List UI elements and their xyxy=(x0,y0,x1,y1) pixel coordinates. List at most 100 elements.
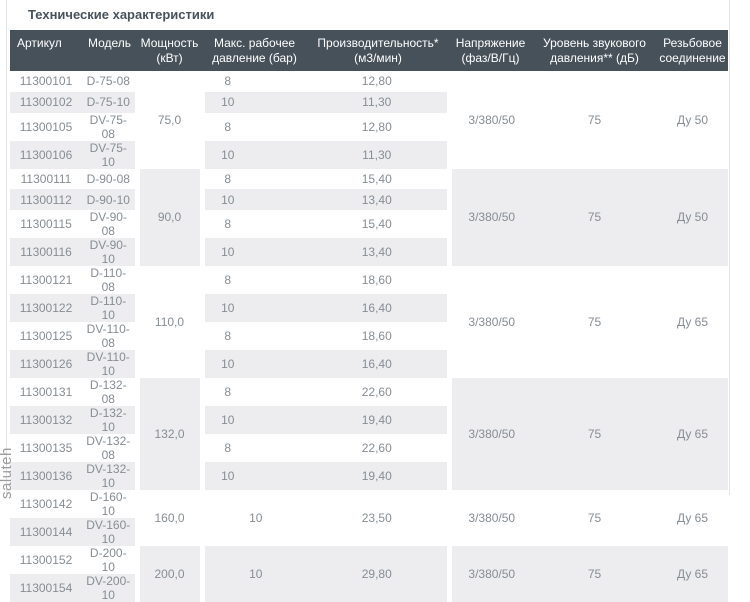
table-row: 11300105 DV-75-08 8 12,80 xyxy=(10,113,728,141)
cell-pressure: 10 xyxy=(202,294,307,323)
cell-article: 11300116 xyxy=(10,238,82,267)
cell-article: 11300136 xyxy=(10,462,82,491)
cell-capacity: 19,40 xyxy=(307,462,449,491)
cell-article: 11300125 xyxy=(19,329,73,344)
cell-article: 11300154 xyxy=(10,574,82,602)
cell-article: 11300142 xyxy=(19,497,73,512)
cell-article: 11300115 xyxy=(20,217,72,232)
cell-pressure: 10 xyxy=(202,238,307,267)
table-row: 11300116 DV-90-10 10 13,40 xyxy=(10,238,728,267)
cell-pressure: 8 xyxy=(224,217,232,232)
cell-capacity: 15,40 xyxy=(361,171,392,186)
cell-capacity: 23,50 xyxy=(361,511,392,526)
cell-sound-level: 75 xyxy=(532,546,657,602)
cell-capacity: 12,80 xyxy=(361,74,392,89)
cell-article: 11300102 xyxy=(10,91,82,113)
table-row: 11300136 DV-132-10 10 19,40 xyxy=(10,462,728,491)
cell-model: DV-110-08 xyxy=(86,322,130,351)
table-row: 11300135 DV-132-08 8 22,60 xyxy=(10,434,728,462)
cell-connection: Ду 50 xyxy=(657,168,728,267)
cell-model: D-90-10 xyxy=(82,189,137,211)
cell-pressure: 10 xyxy=(202,140,307,169)
cell-voltage: 3/380/50 xyxy=(446,546,532,602)
table-row: 11300132 D-132-10 10 19,40 xyxy=(10,406,728,435)
col-header-power: Мощность (кВт) xyxy=(137,30,202,71)
cell-capacity: 29,80 xyxy=(307,546,449,602)
cell-capacity: 16,40 xyxy=(307,350,449,379)
cell-capacity: 13,40 xyxy=(307,189,449,211)
cell-capacity: 22,60 xyxy=(361,385,392,400)
cell-article: 11300105 xyxy=(19,119,73,134)
cell-sound-level: 75 xyxy=(532,168,657,267)
cell-sound-level: 75 xyxy=(587,112,602,127)
cell-voltage: 3/380/50 xyxy=(446,168,532,267)
cell-article: 11300121 xyxy=(19,273,73,288)
col-header-capacity: Производительность* (м3/мин) xyxy=(307,30,449,71)
cell-power: 75,0 xyxy=(134,71,205,169)
cell-model: D-110-10 xyxy=(82,294,137,323)
cell-power: 132,0 xyxy=(134,378,205,491)
table-row: 11300115 DV-90-08 8 15,40 xyxy=(10,210,728,238)
cell-article: 11300106 xyxy=(10,140,82,169)
cell-pressure: 10 xyxy=(202,546,307,602)
cell-article: 11300152 xyxy=(19,553,73,568)
table-row: 11300126 DV-110-10 10 16,40 xyxy=(10,350,728,379)
cell-connection: Ду 65 xyxy=(676,315,709,330)
cell-article: 11300135 xyxy=(19,441,73,456)
cell-model: DV-160-10 xyxy=(82,518,137,547)
cell-model: D-160-10 xyxy=(89,490,127,519)
col-header-art: Артикул xyxy=(10,30,82,71)
cell-capacity: 16,40 xyxy=(307,294,449,323)
cell-capacity: 11,30 xyxy=(307,140,449,169)
col-header-model: Модель xyxy=(82,30,137,71)
spec-table: Артикул Модель Мощность (кВт) Макс. рабочее… xyxy=(10,30,728,602)
table-body: 11300101 D-75-08 75,0 8 12,80 3/380/50 75 Ду 50… xyxy=(10,71,728,602)
cell-connection: Ду 65 xyxy=(657,546,728,602)
cell-power: 110,0 xyxy=(134,266,205,379)
cell-capacity: 18,60 xyxy=(361,329,392,344)
cell-pressure: 8 xyxy=(224,171,232,186)
watermark: saluteh xyxy=(0,447,15,499)
col-header-voltage: Напряжение (фаз/В/Гц) xyxy=(449,30,532,71)
cell-model: D-200-10 xyxy=(89,546,127,575)
table-row: 11300106 DV-75-10 10 11,30 xyxy=(10,140,728,169)
cell-article: 11300131 xyxy=(19,385,73,400)
table-row: 11300101 D-75-08 75,0 8 12,80 3/380/50 75 Ду 50 xyxy=(10,71,728,169)
cell-model: D-90-08 xyxy=(86,171,130,186)
cell-power: 160,0 xyxy=(134,490,205,547)
cell-model: DV-132-08 xyxy=(86,434,131,463)
col-header-connection: Резьбовое соединение xyxy=(657,30,728,71)
cell-pressure: 10 xyxy=(202,91,307,113)
cell-pressure: 8 xyxy=(224,329,232,344)
cell-article: 11300111 xyxy=(20,171,72,186)
cell-sound-level: 75 xyxy=(587,511,602,526)
page-title: Технические характеристики xyxy=(28,7,215,22)
cell-connection: Ду 50 xyxy=(676,112,709,127)
cell-voltage: 3/380/50 xyxy=(446,266,532,379)
table-row: 11300131 D-132-08 132,0 8 22,60 3/380/50 75 Ду … xyxy=(10,378,728,491)
cell-article: 11300122 xyxy=(10,294,82,323)
cell-capacity: 12,80 xyxy=(361,119,392,134)
cell-voltage: 3/380/50 xyxy=(446,71,532,169)
cell-pressure: 8 xyxy=(224,273,232,288)
cell-article: 11300132 xyxy=(10,406,82,435)
cell-pressure: 8 xyxy=(224,119,232,134)
cell-article: 11300144 xyxy=(10,518,82,547)
cell-model: DV-75-10 xyxy=(82,140,137,169)
cell-article: 11300126 xyxy=(10,350,82,379)
table-row: 11300142 D-160-10 160,0 10 23,50 3/380/50 75 Ду… xyxy=(10,490,728,547)
cell-capacity: 15,40 xyxy=(361,217,392,232)
cell-capacity: 18,60 xyxy=(361,273,392,288)
cell-capacity: 22,60 xyxy=(361,441,392,456)
cell-capacity: 11,30 xyxy=(307,91,449,113)
cell-pressure: 8 xyxy=(224,385,232,400)
cell-voltage: 3/380/50 xyxy=(446,490,532,547)
cell-model: DV-90-10 xyxy=(82,238,137,267)
cell-voltage: 3/380/50 xyxy=(446,378,532,491)
table-header: Артикул Модель Мощность (кВт) Макс. рабочее… xyxy=(10,30,728,71)
cell-model: D-75-08 xyxy=(86,74,130,89)
cell-pressure: 10 xyxy=(249,511,263,526)
cell-connection: Ду 65 xyxy=(657,378,728,491)
cell-sound-level: 75 xyxy=(532,378,657,491)
table-row: 11300112 D-90-10 10 13,40 xyxy=(10,189,728,211)
